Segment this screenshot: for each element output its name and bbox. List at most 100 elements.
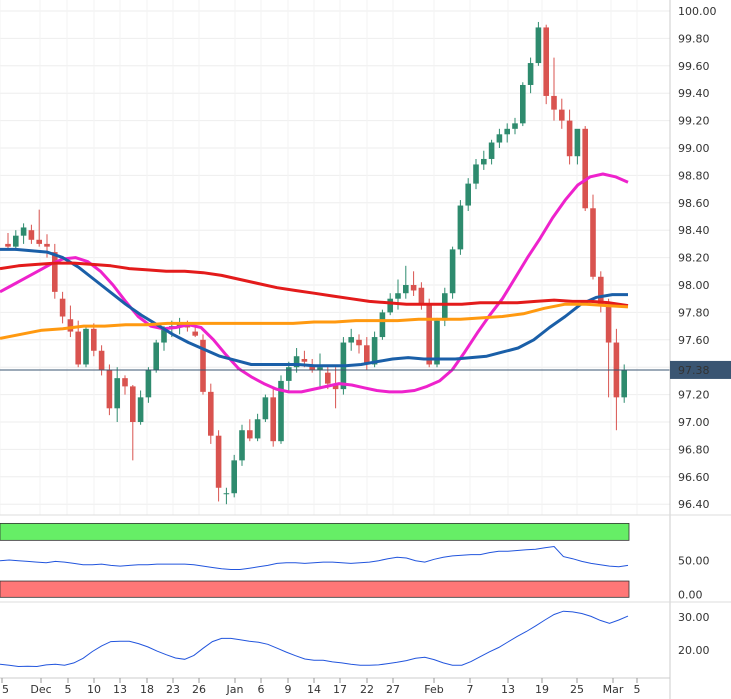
x-tick-label: 9 xyxy=(285,683,292,696)
x-tick-label: 19 xyxy=(535,683,549,696)
x-tick-label: 13 xyxy=(501,683,515,696)
candle xyxy=(426,304,432,365)
y-tick-label: 96.80 xyxy=(678,443,710,456)
candle xyxy=(208,391,214,436)
sma-red-line xyxy=(0,261,629,308)
x-tick-label: 14 xyxy=(307,683,321,696)
x-tick-label: 5 xyxy=(2,683,9,696)
adx-line xyxy=(0,610,629,668)
adx-panel xyxy=(0,610,629,668)
candle xyxy=(488,142,495,159)
candle xyxy=(52,252,58,292)
y-tick-label: 97.00 xyxy=(678,416,710,429)
y-tick-label: 96.60 xyxy=(678,471,710,484)
candle xyxy=(317,367,323,370)
candle xyxy=(332,383,339,390)
candle xyxy=(114,378,120,409)
oscillator-line xyxy=(0,545,629,570)
x-tick-label: Mar xyxy=(603,683,624,696)
candle xyxy=(270,397,276,442)
osc-tick-label: 0.00 xyxy=(678,589,703,602)
candle xyxy=(403,285,409,294)
x-tick-label: 13 xyxy=(113,683,127,696)
y-tick-label: 99.00 xyxy=(678,142,710,155)
x-tick-label: 22 xyxy=(360,683,374,696)
main-panel-marks xyxy=(0,21,670,505)
candle xyxy=(457,205,464,250)
candle xyxy=(520,84,526,124)
candle xyxy=(13,235,19,247)
y-tick-label: 98.00 xyxy=(678,279,710,292)
x-tick-label: 25 xyxy=(570,683,584,696)
x-tick-label: 27 xyxy=(386,683,400,696)
y-tick-label: 97.80 xyxy=(678,306,710,319)
candle xyxy=(106,369,113,409)
candle xyxy=(91,328,97,351)
y-tick-label: 98.40 xyxy=(678,224,710,237)
candle xyxy=(418,287,425,305)
candle xyxy=(192,331,198,336)
candle xyxy=(59,298,66,317)
candle xyxy=(262,397,269,420)
x-tick-label: Jan xyxy=(226,683,244,696)
candle xyxy=(145,369,152,398)
y-tick-label: 98.80 xyxy=(678,169,710,182)
candle xyxy=(387,298,393,313)
x-tick-label: 17 xyxy=(333,683,347,696)
x-tick-label: 23 xyxy=(166,683,180,696)
candle xyxy=(496,134,503,143)
oversold-zone xyxy=(0,580,630,598)
x-tick-label: 10 xyxy=(87,683,101,696)
candle xyxy=(442,293,448,321)
candle xyxy=(278,380,284,442)
x-tick-label: 5 xyxy=(65,683,72,696)
candle xyxy=(512,123,518,129)
candle xyxy=(356,339,362,346)
candle xyxy=(137,397,144,422)
overbought-zone xyxy=(0,522,630,541)
candle xyxy=(481,158,487,165)
candle xyxy=(153,342,159,370)
candle xyxy=(5,243,11,247)
candle xyxy=(364,345,370,365)
main-panel-grid xyxy=(0,0,670,515)
candle xyxy=(543,27,549,96)
candle xyxy=(239,430,245,461)
adx-tick-label: 20.00 xyxy=(678,644,710,657)
candle xyxy=(605,304,612,343)
candle xyxy=(247,430,253,439)
x-tick-label: 26 xyxy=(192,683,206,696)
current-price-tag xyxy=(670,360,731,379)
candle xyxy=(371,337,378,365)
candle xyxy=(28,230,35,240)
y-tick-label: 99.40 xyxy=(678,87,710,100)
y-tick-label: 97.60 xyxy=(678,334,710,347)
x-tick-label: 18 xyxy=(140,683,154,696)
candle xyxy=(598,276,604,305)
candle xyxy=(590,208,596,277)
candle xyxy=(621,369,627,398)
candle xyxy=(582,128,588,209)
candle xyxy=(325,372,331,384)
y-tick-label: 99.80 xyxy=(678,32,710,45)
sma-pink-line xyxy=(0,172,629,394)
candle xyxy=(551,95,557,110)
candle xyxy=(449,249,456,294)
candle xyxy=(504,128,510,135)
candle xyxy=(161,328,167,343)
candle xyxy=(231,460,237,494)
y-tick-label: 99.20 xyxy=(678,115,710,128)
candle xyxy=(410,285,417,291)
osc-tick-label: 50.00 xyxy=(678,555,710,568)
candle xyxy=(75,331,81,365)
y-tick-label: 98.60 xyxy=(678,197,710,210)
current-price-label: 97.38 xyxy=(678,364,710,377)
candle xyxy=(348,337,354,343)
candle xyxy=(473,164,479,184)
candle xyxy=(83,328,89,365)
candle xyxy=(254,419,261,439)
x-tick-label: Dec xyxy=(30,683,51,696)
y-tick-label: 98.20 xyxy=(678,252,710,265)
candle xyxy=(535,27,542,64)
